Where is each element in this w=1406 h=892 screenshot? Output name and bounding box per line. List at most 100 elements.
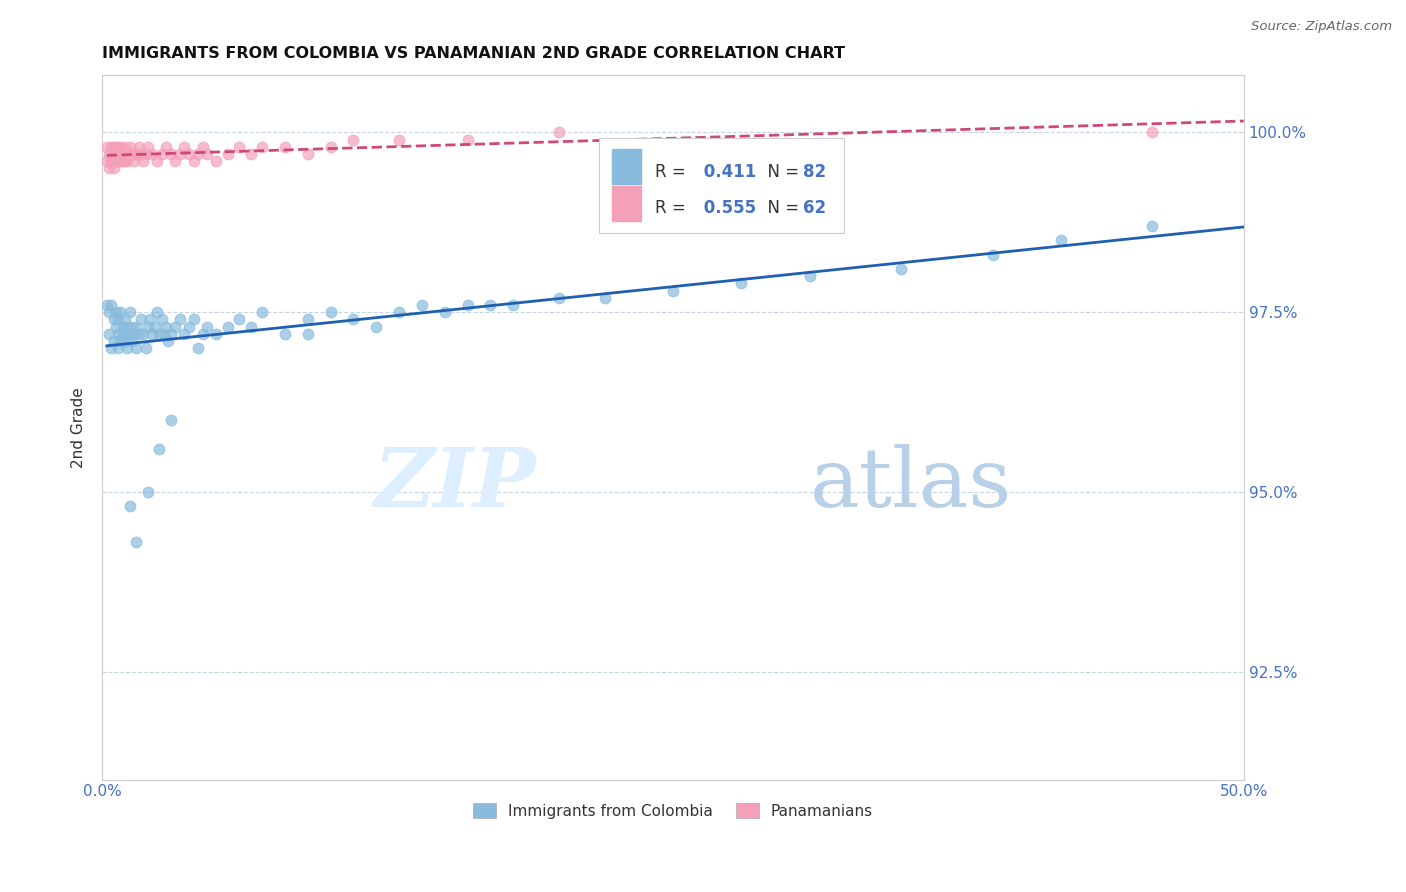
Point — [153, 326, 176, 341]
FancyBboxPatch shape — [599, 138, 844, 234]
Point — [1142, 125, 1164, 139]
Point — [388, 133, 411, 147]
Point — [173, 140, 195, 154]
Point — [117, 341, 139, 355]
Point — [159, 147, 181, 161]
Point — [148, 326, 170, 341]
Point — [110, 140, 132, 154]
Point — [150, 312, 173, 326]
Point — [177, 147, 200, 161]
Point — [173, 326, 195, 341]
Point — [479, 298, 502, 312]
Text: 0.411: 0.411 — [699, 162, 756, 181]
Point — [159, 326, 181, 341]
FancyBboxPatch shape — [613, 186, 641, 220]
Point — [981, 247, 1004, 261]
Point — [107, 312, 129, 326]
Point — [177, 319, 200, 334]
Point — [110, 305, 132, 319]
Point — [274, 140, 297, 154]
Point — [1142, 219, 1164, 233]
Point — [118, 326, 141, 341]
Point — [98, 147, 121, 161]
Point — [128, 326, 150, 341]
Point — [135, 147, 157, 161]
Point — [195, 319, 218, 334]
Point — [297, 147, 319, 161]
Point — [593, 291, 616, 305]
Point — [104, 140, 127, 154]
Point — [155, 140, 177, 154]
Point — [104, 154, 127, 169]
Point — [169, 147, 191, 161]
Point — [228, 312, 250, 326]
Point — [128, 140, 150, 154]
Point — [297, 312, 319, 326]
Point — [150, 147, 173, 161]
Point — [155, 319, 177, 334]
Point — [107, 341, 129, 355]
Point — [96, 140, 118, 154]
Point — [129, 147, 152, 161]
Point — [103, 147, 125, 161]
Point — [342, 312, 364, 326]
Point — [114, 334, 136, 348]
Y-axis label: 2nd Grade: 2nd Grade — [72, 387, 86, 467]
Point — [547, 125, 569, 139]
Point — [217, 319, 239, 334]
Point — [890, 262, 912, 277]
Point — [125, 535, 148, 549]
Point — [121, 334, 143, 348]
Point — [110, 334, 132, 348]
Point — [502, 298, 524, 312]
Point — [107, 147, 129, 161]
Point — [100, 154, 122, 169]
Point — [146, 154, 169, 169]
Point — [205, 154, 228, 169]
Point — [107, 140, 129, 154]
Point — [125, 319, 148, 334]
Text: 82: 82 — [803, 162, 827, 181]
Point — [117, 154, 139, 169]
Point — [114, 312, 136, 326]
Point — [228, 140, 250, 154]
Point — [141, 147, 163, 161]
Point — [129, 312, 152, 326]
Point — [96, 298, 118, 312]
Point — [274, 326, 297, 341]
Text: IMMIGRANTS FROM COLOMBIA VS PANAMANIAN 2ND GRADE CORRELATION CHART: IMMIGRANTS FROM COLOMBIA VS PANAMANIAN 2… — [103, 46, 845, 62]
Point — [104, 147, 127, 161]
Legend: Immigrants from Colombia, Panamanians: Immigrants from Colombia, Panamanians — [467, 797, 879, 825]
Point — [103, 312, 125, 326]
Point — [388, 305, 411, 319]
Point — [195, 147, 218, 161]
Point — [107, 326, 129, 341]
Text: R =: R = — [655, 200, 690, 218]
Point — [118, 500, 141, 514]
Point — [433, 305, 456, 319]
Point — [125, 147, 148, 161]
Point — [103, 161, 125, 176]
Point — [100, 341, 122, 355]
Point — [342, 133, 364, 147]
Point — [457, 133, 479, 147]
Point — [104, 305, 127, 319]
Point — [183, 312, 205, 326]
Point — [121, 319, 143, 334]
Point — [136, 140, 159, 154]
Point — [132, 154, 155, 169]
Point — [143, 319, 166, 334]
Point — [217, 147, 239, 161]
Point — [165, 319, 187, 334]
Text: 62: 62 — [803, 200, 827, 218]
Point — [125, 341, 148, 355]
Point — [111, 154, 134, 169]
Point — [165, 154, 187, 169]
Point — [411, 298, 433, 312]
Point — [148, 442, 170, 456]
Point — [205, 326, 228, 341]
Point — [118, 305, 141, 319]
Point — [122, 154, 145, 169]
FancyBboxPatch shape — [613, 149, 641, 184]
Point — [135, 341, 157, 355]
